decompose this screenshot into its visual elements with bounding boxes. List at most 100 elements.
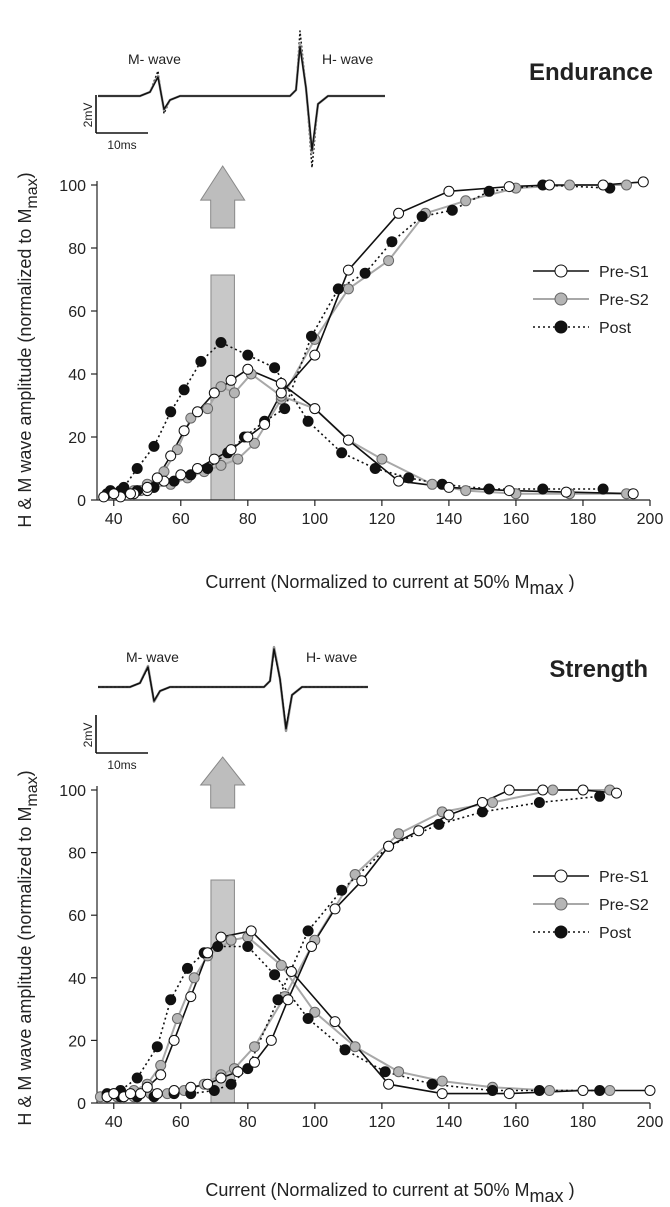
data-point-post [379,1066,391,1078]
data-point-pre-s1 [383,840,395,852]
data-point-post [306,330,317,342]
data-point-post [386,236,398,248]
x-axis-label-sub: max [530,578,564,598]
y-tick-label: 40 [68,367,86,384]
data-point-pre-s2 [155,1059,167,1071]
data-point-pre-s1 [443,185,455,197]
data-point-pre-s1 [476,797,488,808]
scale-x-label: 10ms [107,758,136,772]
data-point-pre-s2 [383,255,395,267]
data-point-pre-s1 [151,1088,163,1100]
x-tick-label: 80 [239,1114,257,1131]
legend-label: Post [599,925,632,942]
x-tick-label: 200 [637,511,664,528]
y-tick-label: 20 [68,1033,86,1050]
data-point-pre-s1 [436,1088,448,1100]
data-point-pre-s1 [393,475,405,487]
data-point-pre-s1 [356,875,368,887]
data-point-post [359,267,371,279]
data-point-pre-s1 [249,1056,260,1068]
data-point-pre-s1 [151,472,163,484]
x-axis-label-main: Current (Normalized to current at 50% M [205,1180,529,1200]
data-point-pre-s1 [413,825,425,837]
data-point-post [403,472,415,484]
legend-label: Post [599,320,632,337]
x-tick-label: 120 [369,511,396,528]
data-point-pre-s2 [171,1013,183,1024]
data-point-post [242,941,254,952]
x-tick-label: 180 [570,511,597,528]
data-point-pre-s2 [232,453,244,465]
data-point-pre-s1 [192,406,203,418]
inset-m-label: M- wave [128,51,181,67]
data-point-post [426,1078,438,1090]
data-point-pre-s1 [225,444,237,456]
y-tick-label: 60 [68,304,86,321]
inset-waveform: M- wave H- wave 2mV 10ms [81,30,385,169]
inset-m-label: M- wave [126,649,179,665]
data-point-post [182,962,193,974]
data-point-pre-s1 [503,784,515,796]
x-tick-label: 200 [637,1114,664,1131]
data-point-post [483,185,495,197]
data-point-pre-s2 [275,959,287,971]
x-axis-label-end: ) [564,572,575,592]
up-arrow-icon [199,165,246,229]
data-point-post [242,1063,254,1075]
data-point-pre-s1 [644,1085,656,1096]
data-point-post [332,283,344,295]
legend-label: Pre-S2 [599,897,649,914]
data-point-post [594,790,606,802]
data-point-pre-s2 [604,1085,616,1096]
y-axis-label-sub: max [24,776,41,806]
inset-h-label: H- wave [306,649,358,665]
x-tick-label: 180 [570,1114,597,1131]
data-point-pre-s1 [275,377,287,389]
data-point-post [208,1085,220,1096]
y-axis-label-sub: max [24,178,41,208]
x-tick-label: 60 [172,1114,190,1131]
y-tick-label: 60 [68,908,86,925]
series-line-post-h-wave [106,945,600,1095]
data-point-pre-s1 [165,450,177,462]
data-point-pre-s1 [208,387,220,399]
legend-label: Pre-S1 [599,264,649,281]
data-point-pre-s1 [225,374,237,386]
data-point-pre-s1 [577,784,589,796]
data-point-pre-s1 [282,994,294,1006]
x-tick-label: 40 [105,1114,123,1131]
data-point-pre-s2 [547,784,559,796]
legend-marker [554,264,568,278]
series-line-pre-s2-m-wave [106,184,627,495]
x-axis-label-end: ) [564,1180,575,1200]
data-point-post [215,337,227,348]
data-point-post [269,969,281,981]
y-axis-label-end: ) [15,770,35,776]
inset-waveform: M- wave H- wave 2mV 10ms [81,645,368,772]
data-point-pre-s1 [178,425,190,437]
data-point-pre-s1 [141,1081,153,1093]
legend-marker [554,292,568,306]
data-point-pre-s2 [349,1041,361,1053]
series-line-pre-s1-m-wave [103,181,644,498]
data-point-pre-s1 [560,486,572,498]
data-point-pre-s1 [192,463,203,474]
data-point-pre-s1 [637,176,649,188]
data-point-post [148,440,160,452]
data-point-pre-s1 [259,418,271,430]
scale-y-label: 2mV [81,103,95,128]
chart-panel-endurance: Endurance 0 20 40 60 80 100 40 60 80 100 120 140 160 1… [15,30,664,598]
x-tick-label: 160 [503,511,530,528]
inset-trace [98,650,368,728]
data-point-pre-s2 [349,869,361,880]
data-point-pre-s1 [185,1081,197,1093]
x-tick-label: 100 [301,1114,328,1131]
data-point-pre-s2 [393,828,405,840]
data-point-pre-s1 [202,1078,214,1090]
data-point-pre-s1 [342,434,354,446]
x-tick-label: 40 [105,511,123,528]
data-point-post [339,1044,351,1056]
data-point-pre-s1 [627,488,639,500]
data-point-post [302,925,314,937]
data-point-pre-s1 [503,181,515,193]
